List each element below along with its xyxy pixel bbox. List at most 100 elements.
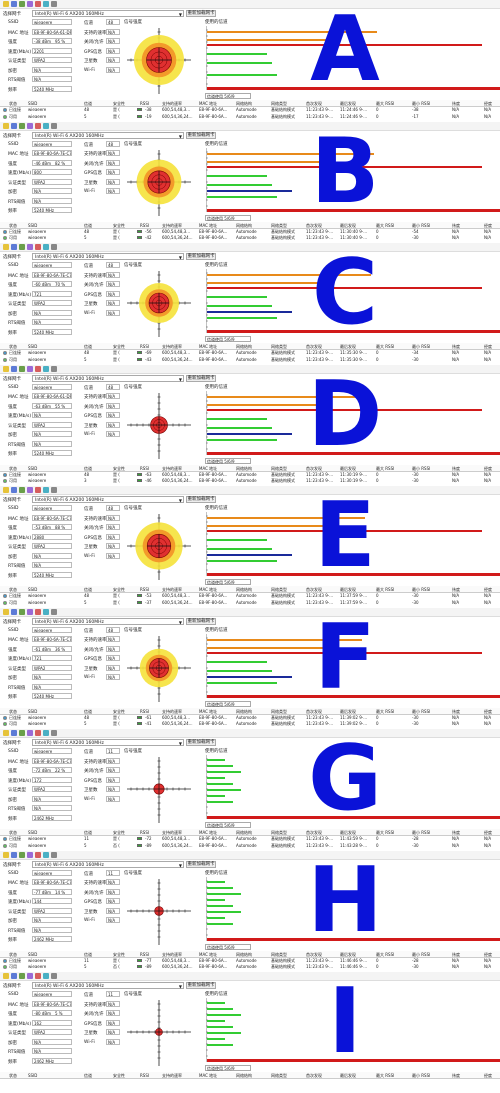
- reload-adapter-button[interactable]: 重新加载网卡: [186, 496, 216, 503]
- stop-icon[interactable]: [35, 487, 41, 493]
- reload-adapter-button[interactable]: 重新加载网卡: [186, 860, 216, 868]
- refresh-icon[interactable]: [19, 851, 25, 858]
- column-header[interactable]: 网络类型: [271, 951, 287, 957]
- column-header[interactable]: 最后发现: [340, 101, 356, 106]
- export-icon[interactable]: [27, 487, 33, 493]
- help-icon[interactable]: [51, 122, 57, 129]
- column-header[interactable]: 信道: [84, 101, 92, 106]
- column-header[interactable]: 最大 RSSI: [376, 708, 395, 714]
- column-header[interactable]: 最后发现: [340, 587, 356, 592]
- table-row[interactable]: 已连接 wieaeere 48 是 (-63 600,54,48,3... E8-9F-8…: [0, 472, 500, 478]
- stop-icon[interactable]: [35, 608, 41, 615]
- export-icon[interactable]: [27, 851, 33, 858]
- column-header[interactable]: 最后发现: [340, 344, 356, 349]
- refresh-icon[interactable]: [19, 487, 25, 493]
- export-icon[interactable]: [27, 608, 33, 615]
- column-header[interactable]: 首次发现: [306, 344, 322, 349]
- open-icon[interactable]: [3, 487, 9, 493]
- adapter-select[interactable]: Intel(R) Wi-Fi 6 AX200 160MHz ▼: [32, 253, 184, 260]
- reload-adapter-button[interactable]: 重新加载网卡: [186, 982, 216, 989]
- column-header[interactable]: 经度: [484, 465, 492, 471]
- help-icon[interactable]: [51, 973, 57, 979]
- table-row[interactable]: 已连接 wieaeere 48 是 (-38 600,54,48,3... E8-9F-8…: [0, 107, 500, 113]
- stop-icon[interactable]: [35, 244, 41, 250]
- column-header[interactable]: 最后发现: [340, 465, 356, 471]
- table-row[interactable]: 可用 wieaeere 3 是 (-46 600,54,36,24... E8-9F-80…: [0, 478, 500, 484]
- reload-adapter-button[interactable]: 重新加载网卡: [186, 10, 216, 17]
- column-header[interactable]: 最大 RSSI: [376, 951, 395, 957]
- stop-icon[interactable]: [35, 973, 41, 979]
- column-header[interactable]: 网络结构: [236, 830, 252, 835]
- export-icon[interactable]: [27, 244, 33, 250]
- open-icon[interactable]: [3, 122, 9, 129]
- column-header[interactable]: 信道: [84, 951, 92, 957]
- column-header[interactable]: 状态: [9, 830, 17, 835]
- stop-icon[interactable]: [35, 1, 41, 7]
- column-header[interactable]: 状态: [9, 708, 17, 714]
- column-header[interactable]: 首次发现: [306, 830, 322, 835]
- column-header[interactable]: 最小 RSSI: [412, 222, 431, 228]
- column-header[interactable]: 纬度: [452, 951, 460, 957]
- column-header[interactable]: 网络结构: [236, 344, 252, 349]
- column-header[interactable]: MAC 地址: [199, 951, 218, 957]
- column-header[interactable]: 支持的速率: [162, 587, 182, 592]
- reload-adapter-button[interactable]: 重新加载网卡: [186, 374, 216, 382]
- column-header[interactable]: 网络类型: [271, 1073, 287, 1078]
- column-header[interactable]: 网络结构: [236, 951, 252, 957]
- table-row[interactable]: 可用 wieaeere 5 是 (-41 600,54,36,24... E8-9F-80…: [0, 721, 500, 727]
- channel-filter-select[interactable]: 信道使用 5/6/9: [205, 1065, 251, 1071]
- column-header[interactable]: 最小 RSSI: [412, 587, 431, 592]
- settings-icon[interactable]: [43, 730, 49, 736]
- column-header[interactable]: 纬度: [452, 1073, 460, 1078]
- settings-icon[interactable]: [43, 122, 49, 129]
- column-header[interactable]: 网络类型: [271, 587, 287, 592]
- reload-adapter-button[interactable]: 重新加载网卡: [186, 253, 216, 260]
- column-header[interactable]: 信道: [84, 830, 92, 835]
- column-header[interactable]: SSID: [28, 830, 38, 835]
- column-header[interactable]: SSID: [28, 465, 38, 471]
- help-icon[interactable]: [51, 244, 57, 250]
- refresh-icon[interactable]: [19, 365, 25, 372]
- column-header[interactable]: 信道: [84, 1073, 92, 1078]
- column-header[interactable]: 经度: [484, 951, 492, 957]
- column-header[interactable]: 纬度: [452, 708, 460, 714]
- column-header[interactable]: 信道: [84, 708, 92, 714]
- column-header[interactable]: SSID: [28, 101, 38, 106]
- column-header[interactable]: 状态: [9, 101, 17, 106]
- column-header[interactable]: RSSI: [140, 465, 150, 471]
- column-header[interactable]: 网络类型: [271, 344, 287, 349]
- adapter-select[interactable]: Intel(R) Wi-Fi 6 AX200 160MHz ▼: [32, 982, 184, 989]
- column-header[interactable]: 支持的速率: [162, 708, 182, 714]
- column-header[interactable]: RSSI: [140, 708, 150, 714]
- column-header[interactable]: 最小 RSSI: [412, 708, 431, 714]
- table-row[interactable]: 可用 wieaeere 5 是 (-19 600,54,36,24... E8-9F-80…: [0, 114, 500, 120]
- column-header[interactable]: 首次发现: [306, 465, 322, 471]
- column-header[interactable]: 最后发现: [340, 708, 356, 714]
- export-icon[interactable]: [27, 973, 33, 979]
- save-icon[interactable]: [11, 973, 17, 979]
- column-header[interactable]: 支持的速率: [162, 1073, 182, 1078]
- column-header[interactable]: 状态: [9, 951, 17, 957]
- column-header[interactable]: SSID: [28, 222, 38, 228]
- column-header[interactable]: 网络结构: [236, 587, 252, 592]
- table-row[interactable]: 可用 wieaeere 5 是 (-43 600,54,36,24... E8-9F-80…: [0, 357, 500, 363]
- open-icon[interactable]: [3, 244, 9, 250]
- column-header[interactable]: 最后发现: [340, 830, 356, 835]
- column-header[interactable]: 最大 RSSI: [376, 587, 395, 592]
- column-header[interactable]: 纬度: [452, 222, 460, 228]
- column-header[interactable]: 最小 RSSI: [412, 101, 431, 106]
- settings-icon[interactable]: [43, 851, 49, 858]
- open-icon[interactable]: [3, 973, 9, 979]
- open-icon[interactable]: [3, 608, 9, 615]
- table-row[interactable]: 可用 wieaeere 5 是 (-37 600,54,36,24... E8-9F-80…: [0, 600, 500, 606]
- column-header[interactable]: 信道: [84, 344, 92, 349]
- column-header[interactable]: MAC 地址: [199, 101, 218, 106]
- column-header[interactable]: 最大 RSSI: [376, 830, 395, 835]
- adapter-select[interactable]: Intel(R) Wi-Fi 6 AX200 160MHz ▼: [32, 860, 184, 868]
- column-header[interactable]: RSSI: [140, 1073, 150, 1078]
- save-icon[interactable]: [11, 487, 17, 493]
- adapter-select[interactable]: Intel(R) Wi-Fi 6 AX200 160MHz ▼: [32, 739, 184, 746]
- settings-icon[interactable]: [43, 973, 49, 979]
- adapter-select[interactable]: Intel(R) Wi-Fi 6 AX200 160MHz ▼: [32, 10, 184, 17]
- column-header[interactable]: 最小 RSSI: [412, 1073, 431, 1078]
